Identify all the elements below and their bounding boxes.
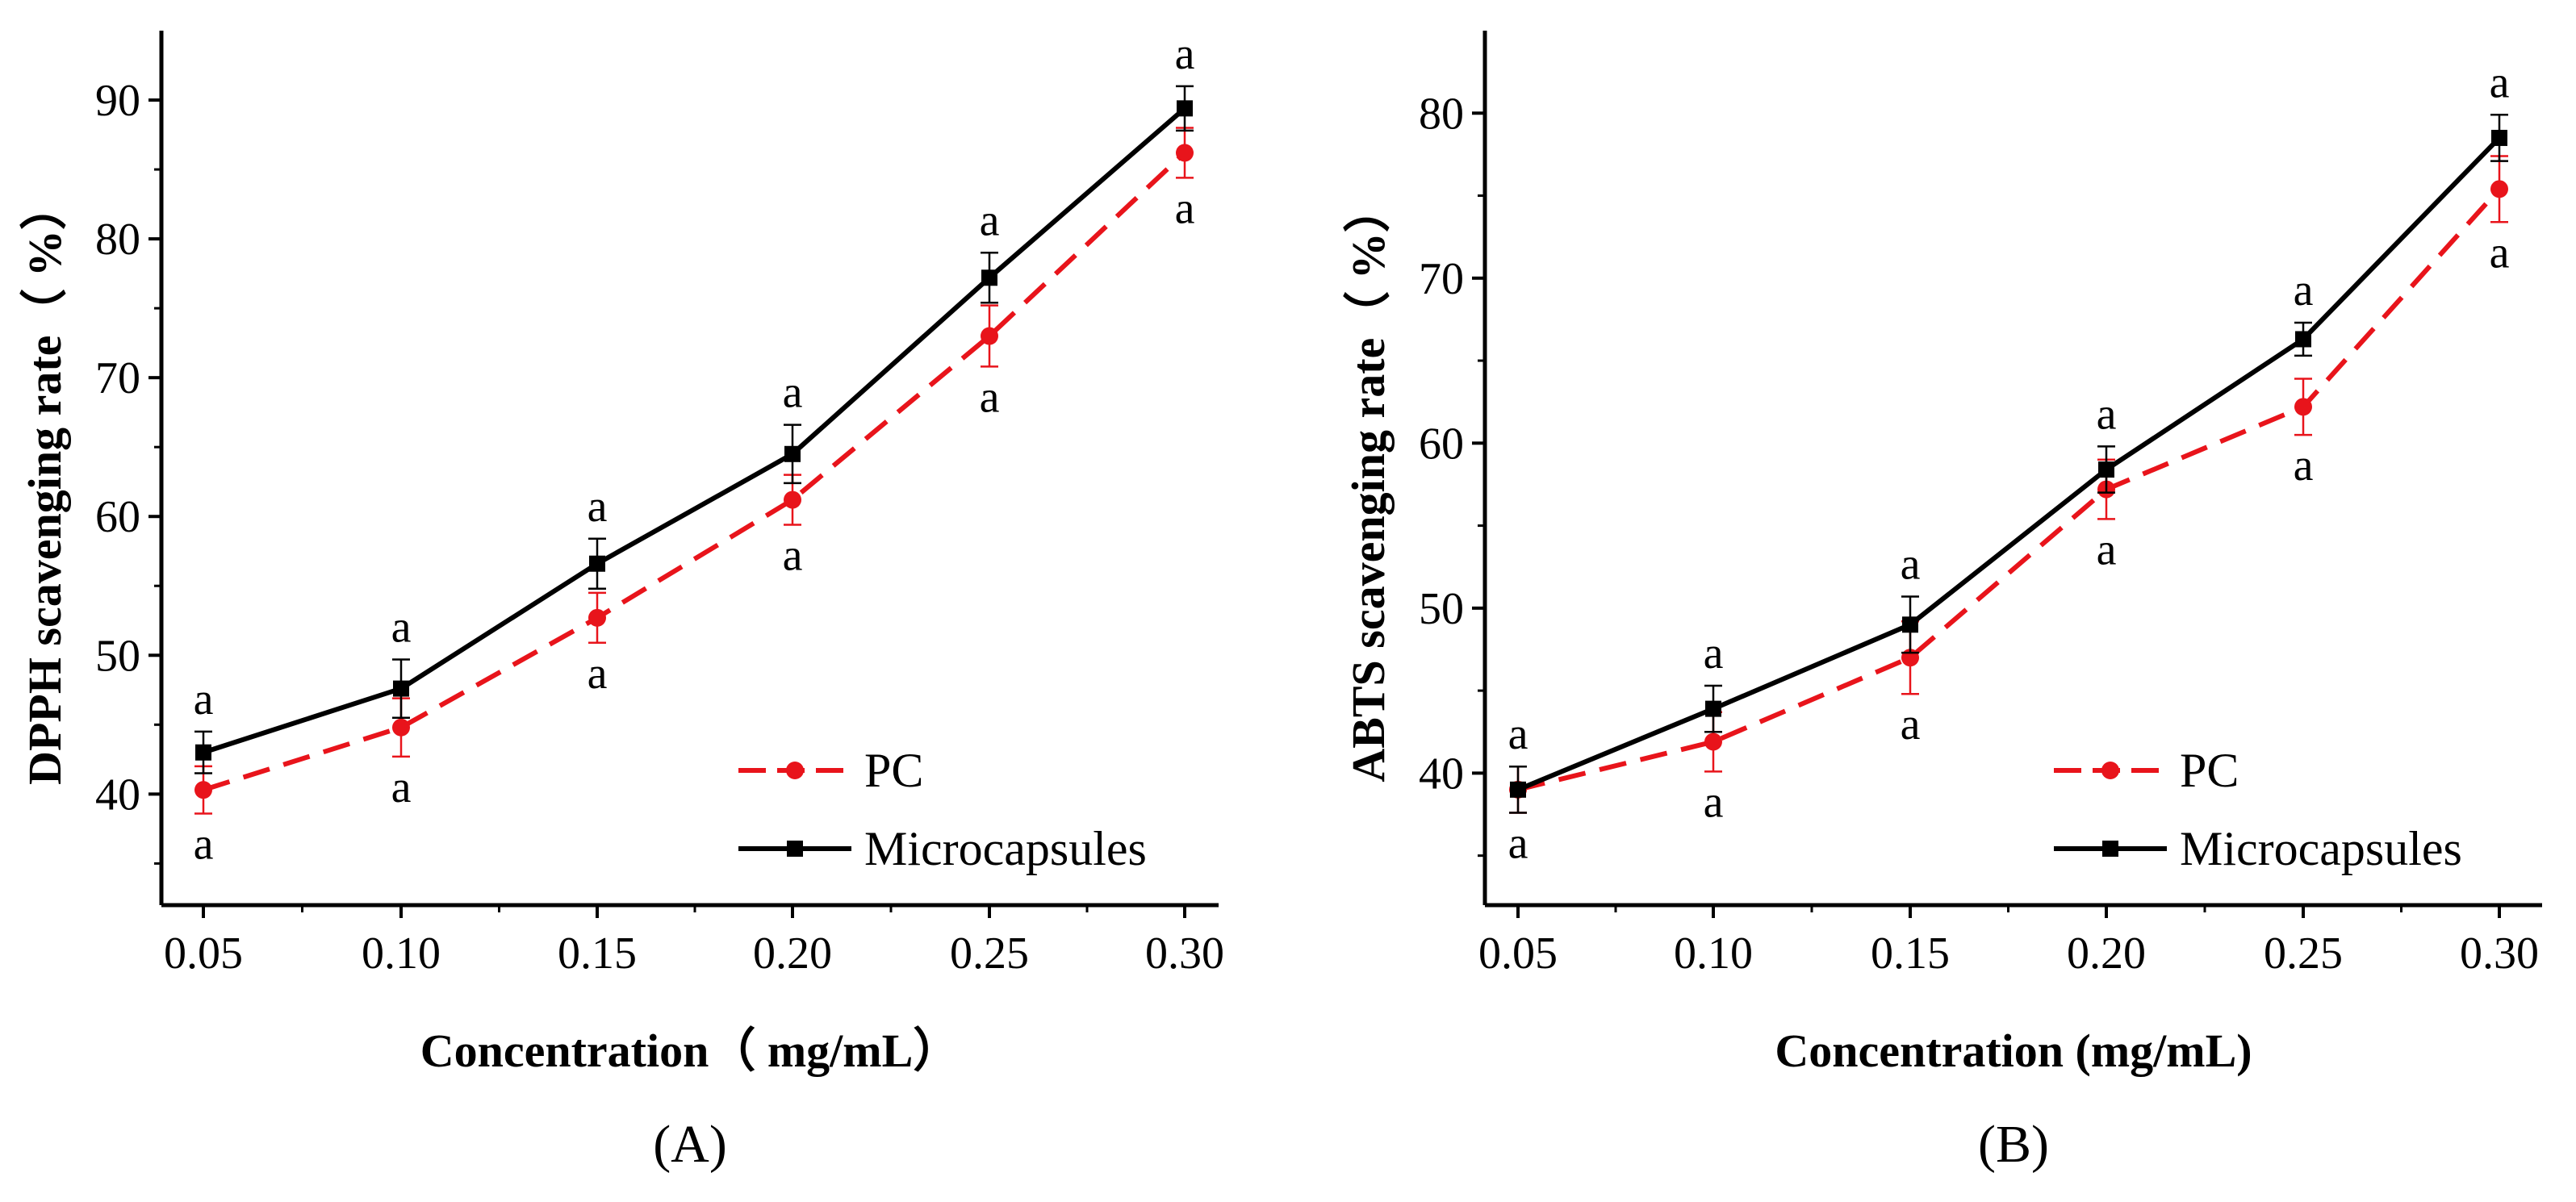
significance-label: a <box>783 531 803 581</box>
legend-marker <box>787 841 803 857</box>
panel-label: (A) <box>653 1115 727 1174</box>
data-point <box>2295 331 2311 348</box>
significance-label: a <box>2097 389 2117 439</box>
series-pc: a a a a a a <box>1508 155 2510 868</box>
y-tick-label: 80 <box>1419 89 1464 139</box>
x-tick-label: 0.05 <box>164 929 243 979</box>
y-tick-label: 80 <box>95 215 140 265</box>
series-microcapsules: a a a a a a <box>194 29 1195 774</box>
x-tick-label: 0.20 <box>753 929 832 979</box>
y-axis-title: DPPH scavenging rate（ %） <box>19 183 71 785</box>
y-tick-label: 70 <box>1419 254 1464 304</box>
y-tick-label: 60 <box>1419 419 1464 469</box>
significance-label: a <box>194 674 214 724</box>
significance-label: a <box>2294 440 2314 490</box>
y-tick-label: 60 <box>95 492 140 542</box>
x-tick-label: 0.15 <box>558 929 637 979</box>
legend-label: Microcapsules <box>864 822 1147 875</box>
x-tick-label: 0.15 <box>1871 929 1950 979</box>
data-point <box>393 680 409 697</box>
legend-label: PC <box>2180 744 2239 797</box>
series-line <box>203 151 1187 793</box>
series-microcapsules: a a a a a a <box>1508 57 2510 814</box>
data-point <box>981 269 997 286</box>
data-point <box>588 608 606 627</box>
x-tick-label: 0.05 <box>1478 929 1558 979</box>
x-tick-label: 0.25 <box>950 929 1029 979</box>
data-point <box>1705 700 1721 717</box>
y-axis-title: ABTS scavenging rate（ %） <box>1342 186 1395 783</box>
significance-label: a <box>588 482 608 532</box>
x-axis-title: Concentration (mg/mL) <box>1775 1025 2252 1077</box>
significance-label: a <box>783 368 803 418</box>
data-point <box>195 744 211 761</box>
series-line <box>1516 136 2502 792</box>
significance-label: a <box>1508 709 1528 759</box>
x-tick-label: 0.10 <box>1674 929 1753 979</box>
chart-panel-b: 40 50 60 70 80 0.05 0.10 0.15 0.20 0.25 0.30 Concen… <box>1342 31 2542 1174</box>
significance-label: a <box>391 602 412 652</box>
panel-label: (B) <box>1978 1115 2049 1174</box>
y-tick-label: 90 <box>95 76 140 126</box>
significance-label: a <box>2097 524 2117 574</box>
x-tick-label: 0.25 <box>2264 929 2343 979</box>
y-tick-label: 40 <box>1419 749 1464 799</box>
significance-label: a <box>2294 265 2314 315</box>
y-tick-label: 50 <box>95 631 140 681</box>
x-axis-title: Concentration（ mg/mL） <box>420 1025 960 1077</box>
significance-label: a <box>1508 818 1528 868</box>
data-point <box>981 327 998 345</box>
data-point <box>1510 781 1526 798</box>
significance-label: a <box>588 649 608 699</box>
significance-label: a <box>1901 540 1921 590</box>
significance-label: a <box>1704 777 1724 827</box>
data-point <box>784 445 801 462</box>
data-point <box>1177 100 1193 117</box>
legend-marker <box>2101 762 2119 779</box>
data-point <box>1902 616 1918 633</box>
data-point <box>2098 461 2114 478</box>
y-tick-label: 50 <box>1419 584 1464 634</box>
series-line <box>203 106 1186 755</box>
legend-marker <box>786 762 804 779</box>
significance-label: a <box>2490 57 2510 107</box>
significance-label: a <box>980 372 1000 422</box>
significance-label: a <box>2490 227 2510 278</box>
legend-label: PC <box>864 744 923 797</box>
significance-label: a <box>980 195 1000 245</box>
y-tick-label: 70 <box>95 353 140 403</box>
chart-panel-a: 40 50 60 70 80 90 0.05 0.10 0.15 0.20 0.25 0.30 Conc… <box>19 29 1224 1174</box>
y-tick-label: 40 <box>95 770 140 820</box>
data-point <box>2491 129 2507 146</box>
data-point <box>2490 180 2508 198</box>
legend: PC Microcapsules <box>2054 744 2462 875</box>
significance-label: a <box>391 762 412 812</box>
significance-label: a <box>1704 628 1724 678</box>
data-point <box>392 718 410 737</box>
data-point <box>2294 398 2312 416</box>
series-line <box>1517 187 2502 792</box>
data-point <box>1704 732 1722 751</box>
data-point <box>589 555 605 572</box>
x-tick-label: 0.20 <box>2067 929 2146 979</box>
legend-marker <box>2102 841 2118 857</box>
x-tick-label: 0.30 <box>2460 929 2539 979</box>
significance-label: a <box>1901 699 1921 749</box>
significance-label: a <box>1175 183 1195 233</box>
data-point <box>784 490 801 509</box>
legend: PC Microcapsules <box>738 744 1147 875</box>
legend-label: Microcapsules <box>2180 822 2462 875</box>
data-point <box>1176 144 1194 162</box>
series-pc: a a a a a a <box>194 127 1195 869</box>
x-tick-label: 0.30 <box>1145 929 1224 979</box>
x-tick-label: 0.10 <box>362 929 441 979</box>
significance-label: a <box>194 819 214 869</box>
data-point <box>194 781 212 799</box>
significance-label: a <box>1175 29 1195 79</box>
